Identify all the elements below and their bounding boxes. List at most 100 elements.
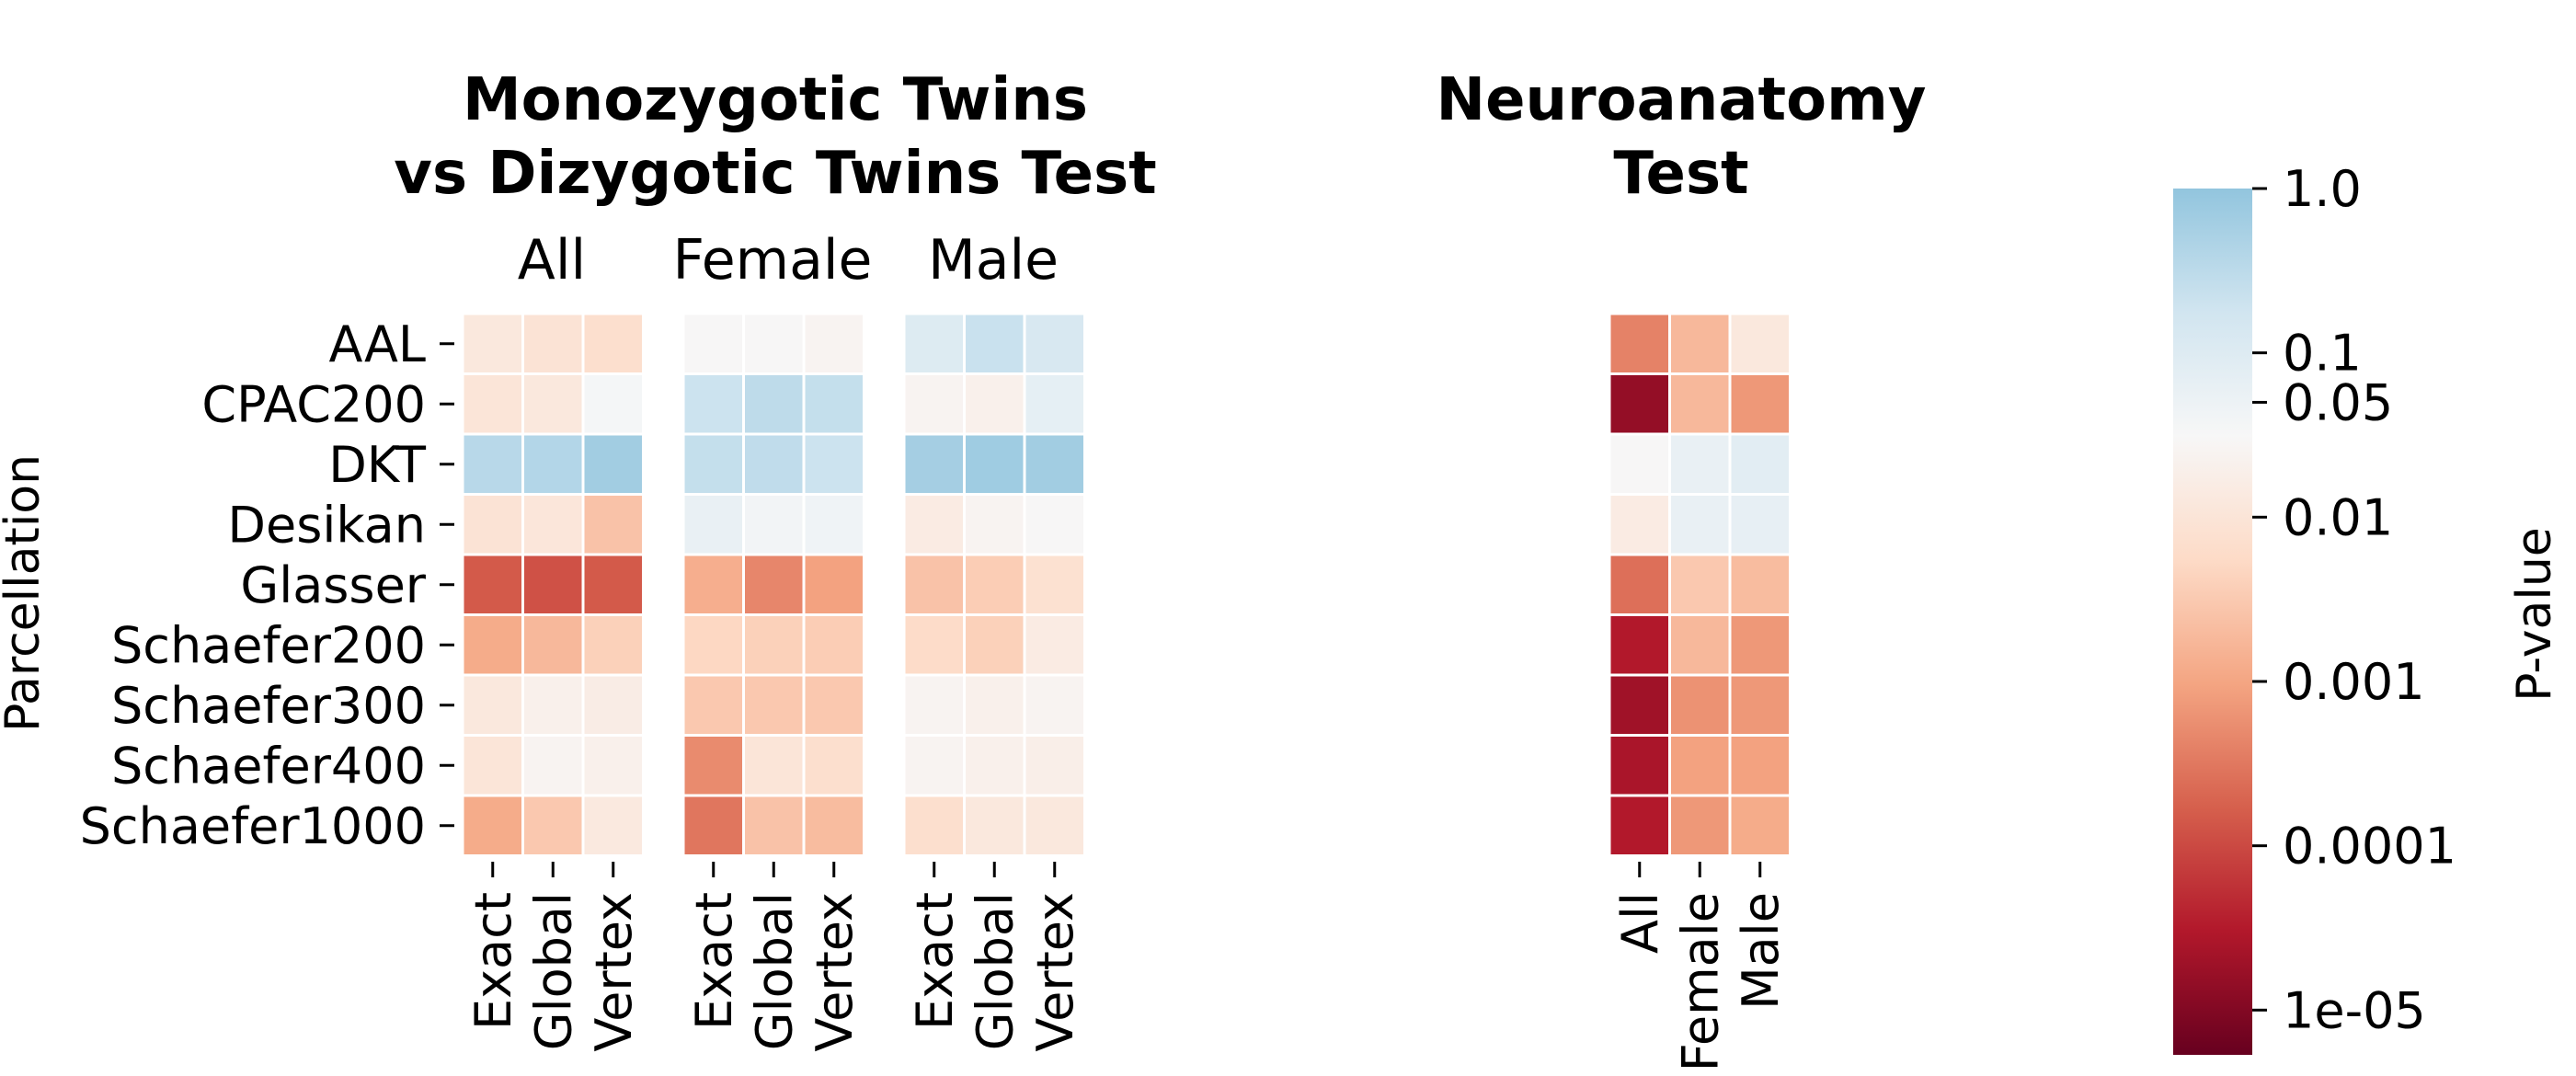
heatmap-cell xyxy=(963,372,1026,436)
column-labels: Exact Global Vertex Exact Global Vertex Exact G… xyxy=(464,862,1790,1071)
heatmap-cell xyxy=(963,734,1026,797)
group-label-all: All xyxy=(518,228,586,292)
row-label: Desikan xyxy=(227,496,426,554)
heatmap-cell xyxy=(1728,734,1792,797)
heatmap-cell xyxy=(1668,372,1732,436)
row-label: DKT xyxy=(328,436,427,494)
column-label: Global xyxy=(745,892,803,1050)
group-label-female: Female xyxy=(673,228,873,292)
panel-title-neuro-line2: Test xyxy=(1613,140,1748,208)
heatmap-cell xyxy=(902,493,966,556)
heatmap-cell xyxy=(963,613,1026,677)
heatmap-cell xyxy=(681,734,745,797)
colorbar-tick-label: 1.0 xyxy=(2283,160,2362,218)
heatmap-cell xyxy=(963,432,1026,496)
heatmap-cell xyxy=(681,372,745,436)
heatmap-cell xyxy=(1023,673,1086,737)
heatmap-cell xyxy=(902,372,966,436)
column-label: Exact xyxy=(685,892,743,1030)
column-label: Male xyxy=(1732,892,1790,1010)
heatmap-cell xyxy=(581,432,645,496)
heatmap-cell xyxy=(902,673,966,737)
heatmap-cell xyxy=(521,553,585,616)
heatmap-cell xyxy=(1023,372,1086,436)
row-label: Schaefer1000 xyxy=(80,797,426,855)
heatmap-cell xyxy=(1023,794,1086,857)
heatmap-cell xyxy=(963,553,1026,616)
heatmap-cell xyxy=(461,613,524,677)
heatmap-cell xyxy=(461,734,524,797)
row-label: Schaefer200 xyxy=(111,616,426,674)
heatmap-cell xyxy=(902,794,966,857)
heatmap-cell xyxy=(681,312,745,375)
heatmap-cell xyxy=(581,734,645,797)
heatmap-cell xyxy=(902,312,966,375)
heatmap-cell xyxy=(461,553,524,616)
heatmap-cell xyxy=(521,372,585,436)
column-label: Vertex xyxy=(1026,892,1084,1052)
heatmap-cell xyxy=(1023,312,1086,375)
column-label: Global xyxy=(524,892,582,1050)
heatmap-cell xyxy=(521,432,585,496)
heatmap-cell xyxy=(802,794,865,857)
heatmap-cell xyxy=(1023,613,1086,677)
colorbar-ticks: 1.0 0.10.05 0.01 0.001 0.0001 1e-05 xyxy=(2252,160,2456,1039)
heatmap-cell xyxy=(1728,312,1792,375)
heatmap-cell xyxy=(581,673,645,737)
heatmap-cell xyxy=(742,432,806,496)
colorbar-label: P-value xyxy=(2507,527,2562,702)
heatmap-cell xyxy=(681,794,745,857)
colorbar-tick-label: 1e-05 xyxy=(2283,981,2426,1039)
row-label: AAL xyxy=(329,315,426,373)
heatmap-cell xyxy=(902,734,966,797)
heatmap-cell xyxy=(1668,794,1732,857)
heatmap-cell xyxy=(1728,613,1792,677)
heatmap-cell xyxy=(742,673,806,737)
heatmap-cell xyxy=(742,493,806,556)
heatmap-cell xyxy=(802,493,865,556)
heatmap-cell xyxy=(681,613,745,677)
heatmap-cell xyxy=(581,794,645,857)
heatmap-cell xyxy=(1728,493,1792,556)
heatmap-cell xyxy=(681,553,745,616)
colorbar-tick-label: 0.001 xyxy=(2283,653,2425,711)
heatmap-cell xyxy=(681,432,745,496)
heatmap-cells xyxy=(461,312,1792,857)
heatmap-cell xyxy=(461,432,524,496)
heatmap-cell xyxy=(581,312,645,375)
heatmap-cell xyxy=(963,673,1026,737)
heatmap-cell xyxy=(963,312,1026,375)
column-label: Exact xyxy=(464,892,522,1030)
heatmap-cell xyxy=(1728,794,1792,857)
heatmap-cell xyxy=(1668,734,1732,797)
heatmap-cell xyxy=(1668,613,1732,677)
heatmap-cell xyxy=(1608,493,1671,556)
heatmap-cell xyxy=(521,734,585,797)
heatmap-cell xyxy=(902,432,966,496)
heatmap-cell xyxy=(742,553,806,616)
heatmap-cell xyxy=(1608,734,1671,797)
column-label: Female xyxy=(1671,892,1729,1071)
heatmap-cell xyxy=(1668,493,1732,556)
heatmap-cell xyxy=(802,613,865,677)
heatmap-cell xyxy=(802,312,865,375)
heatmap-cell xyxy=(963,794,1026,857)
heatmap-cell xyxy=(521,613,585,677)
heatmap-cell xyxy=(1023,553,1086,616)
heatmap-cell xyxy=(1023,432,1086,496)
heatmap-cell xyxy=(581,493,645,556)
heatmap-cell xyxy=(1023,734,1086,797)
panel-title-neuro-line1: Neuroanatomy xyxy=(1437,66,1927,134)
column-label: All xyxy=(1611,892,1669,954)
heatmap-cell xyxy=(681,673,745,737)
heatmap-cell xyxy=(521,673,585,737)
group-label-male: Male xyxy=(928,228,1059,292)
heatmap-cell xyxy=(581,372,645,436)
heatmap-cell xyxy=(1608,553,1671,616)
colorbar: 1.0 0.10.05 0.01 0.001 0.0001 1e-05 P-value xyxy=(2173,160,2562,1055)
heatmap-cell xyxy=(461,312,524,375)
row-label: Glasser xyxy=(240,556,426,614)
colorbar-gradient xyxy=(2173,189,2252,1055)
column-label: Global xyxy=(966,892,1024,1050)
